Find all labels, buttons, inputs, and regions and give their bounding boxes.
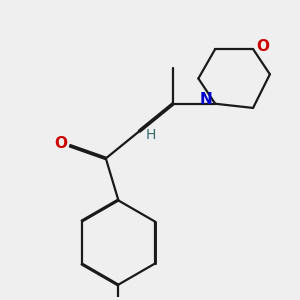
Text: O: O (256, 39, 269, 54)
Text: H: H (146, 128, 156, 142)
Text: O: O (54, 136, 67, 151)
Text: N: N (200, 92, 212, 107)
